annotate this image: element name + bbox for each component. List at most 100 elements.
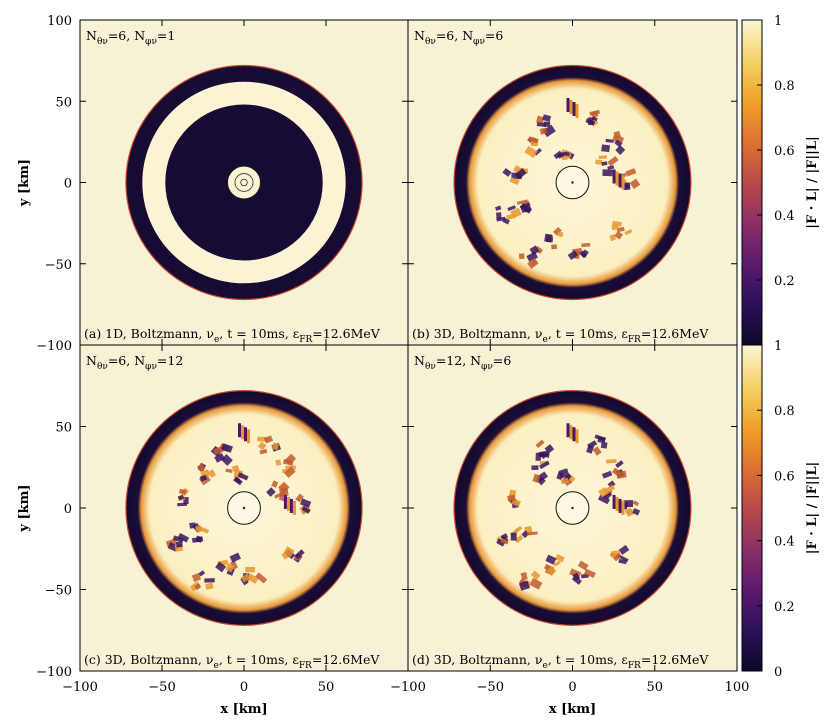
feature-blob (231, 464, 240, 473)
feature-wedge (612, 494, 616, 509)
feature-blob (544, 444, 555, 454)
feature-blob (612, 220, 622, 227)
feature-blob (585, 118, 596, 126)
feature-blob (176, 541, 183, 548)
colorbar-tick-label: 0 (774, 665, 782, 680)
feature-blob (529, 245, 540, 256)
feature-blob (613, 552, 622, 562)
feature-blob (263, 435, 274, 444)
feature-blob (597, 436, 606, 444)
y-tick-label: −50 (45, 584, 72, 599)
x-axis-label: x [km] (549, 702, 596, 717)
feature-blob (590, 110, 599, 119)
feature-blob (514, 167, 527, 180)
feature-blob (563, 151, 570, 156)
feature-wedge (618, 498, 622, 513)
feature-blob (496, 212, 502, 220)
feature-blob (194, 583, 202, 591)
feature-blob (237, 472, 249, 481)
feature-blob (502, 167, 512, 177)
y-tick-label: −50 (45, 258, 72, 273)
feature-blob (627, 508, 634, 516)
feature-blob (601, 161, 608, 166)
feature-blob (283, 458, 294, 466)
x-tick-label: −50 (477, 680, 504, 695)
feature-blob (611, 467, 622, 477)
feature-blob (524, 145, 538, 159)
feature-wedge (566, 423, 570, 438)
feature-blob (557, 231, 564, 238)
core-center-dot (242, 506, 246, 510)
colorbar-tick-label: 0.2 (774, 274, 795, 289)
feature-wedge (612, 169, 616, 184)
feature-blob (225, 468, 233, 473)
feature-blob (506, 213, 516, 220)
feature-blob (520, 572, 528, 581)
feature-wedge (566, 98, 570, 112)
feature-wedge (575, 429, 579, 444)
x-axis-label: x [km] (220, 702, 267, 717)
feature-blob (624, 228, 633, 236)
feature-blob (198, 570, 206, 577)
feature-blob (510, 532, 517, 541)
feature-blob (558, 468, 570, 479)
feature-blob (255, 572, 268, 584)
feature-blob (515, 525, 523, 533)
feature-blob (572, 572, 581, 581)
resolution-label: Nθν=12, Nφν=6 (414, 353, 511, 372)
x-tick-label: 0 (240, 680, 248, 695)
core-center-dot (571, 506, 574, 510)
feature-wedge (572, 427, 576, 442)
feature-blob (271, 480, 279, 488)
turbulent-features (495, 98, 641, 269)
feature-wedge (618, 173, 622, 188)
feature-blob (240, 573, 251, 583)
feature-blob (603, 484, 615, 495)
feature-blob (597, 494, 610, 505)
feature-blob (514, 534, 524, 544)
feature-blob (301, 505, 311, 514)
feature-blob (539, 127, 548, 135)
feature-blob (516, 199, 528, 205)
colorbar-tick-label: 1 (774, 339, 782, 354)
feature-blob (606, 459, 617, 464)
feature-blob (257, 441, 267, 451)
feature-blob (230, 560, 238, 570)
feature-wedge (247, 429, 250, 444)
feature-blob (221, 443, 233, 453)
feature-blob (546, 566, 557, 576)
feature-blob (591, 116, 598, 122)
feature-blob (195, 535, 203, 543)
core-contour (234, 173, 254, 192)
colorbar-tick-label: 0.4 (774, 535, 795, 550)
feature-wedge (615, 496, 619, 511)
feature-wedge (241, 425, 244, 440)
panel-c: Nθν=6, Nφν=12 (c) 3D, Boltzmann, νe, t = … (79, 344, 409, 672)
feature-blob (607, 165, 615, 170)
feature-blob (500, 538, 509, 545)
feature-blob (518, 580, 530, 591)
feature-blob (495, 205, 502, 211)
feature-blob (542, 114, 552, 122)
feature-wedge (615, 171, 619, 186)
core-sphere (227, 165, 261, 200)
feature-blob (229, 552, 241, 563)
feature-blob (275, 459, 282, 466)
feature-blob (507, 494, 516, 502)
y-tick-label: 100 (47, 14, 72, 29)
feature-blob (214, 453, 225, 463)
feature-wedge (289, 498, 293, 513)
panel-caption: (d) 3D, Boltzmann, νe, t = 10ms, εFR=12.… (412, 652, 709, 671)
colorbar-tick-label: 0.2 (774, 600, 795, 615)
y-tick-label: −100 (36, 665, 72, 680)
feature-blob (614, 230, 623, 240)
feature-blob (259, 448, 268, 455)
turbulent-features (165, 423, 312, 592)
feature-blob (283, 546, 295, 558)
feature-blob (526, 251, 538, 262)
feature-blob (595, 159, 603, 165)
feature-blob (553, 560, 561, 567)
feature-blob (527, 257, 539, 269)
colorbar-tick-label: 1 (774, 14, 782, 29)
